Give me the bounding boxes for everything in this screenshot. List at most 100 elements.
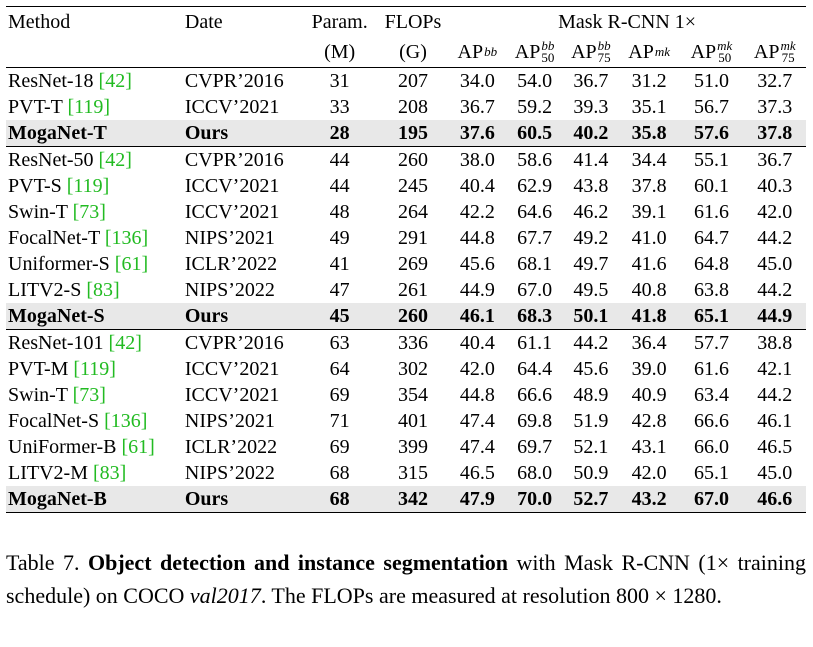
value-cell: 45.6: [573, 358, 609, 380]
value-cell: 56.7: [693, 96, 729, 118]
header-cell: (G): [377, 37, 449, 68]
metric-sub: 75: [597, 50, 611, 65]
date-cell: Ours: [182, 486, 302, 513]
method-name: Swin-T: [8, 384, 68, 406]
value-cell: 336: [377, 329, 449, 356]
value-cell: 49: [329, 227, 350, 249]
value-cell: 41.8: [618, 303, 680, 330]
value-cell: 42.1: [757, 358, 793, 380]
value-cell: 44.9: [459, 279, 495, 301]
metric-scripts: mk 75: [780, 38, 796, 64]
header-cell: [6, 37, 183, 68]
value-cell: 302: [398, 358, 428, 380]
method-cell: PVT-S [119]: [6, 173, 183, 199]
citation[interactable]: [42]: [98, 149, 132, 171]
citation[interactable]: [136]: [104, 410, 148, 432]
value-cell: 67.7: [517, 227, 553, 249]
method-cell: Swin-T [73]: [6, 199, 183, 225]
date-cell: CVPR’2016: [182, 67, 302, 94]
citation[interactable]: [119]: [73, 358, 116, 380]
value-cell: 69.8: [517, 410, 553, 432]
metric-sup: mk: [717, 38, 733, 53]
value-cell: 71: [329, 410, 350, 432]
table-row: Uniformer-S [61] ICLR’2022 41 269 45.6 68.1 49…: [6, 251, 806, 277]
value-cell: 49.7: [573, 253, 609, 275]
value-cell: 41.6: [631, 253, 667, 275]
value-cell: 61.1: [506, 329, 563, 356]
value-cell: 63: [301, 329, 378, 356]
value-cell: 37.8: [631, 175, 667, 197]
value-cell: 39.1: [631, 201, 667, 223]
value-cell: 60.1: [693, 175, 729, 197]
citation[interactable]: [73]: [72, 201, 106, 223]
value-cell: 42.8: [631, 410, 667, 432]
citation[interactable]: [61]: [121, 436, 155, 458]
date-cell: ICCV’2021: [184, 175, 280, 197]
citation[interactable]: [42]: [98, 70, 132, 92]
value-cell: 44: [301, 146, 378, 173]
value-cell: 46.5: [459, 462, 495, 484]
metric-base: AP: [571, 41, 597, 63]
metric-header: AP bb 50: [506, 37, 563, 68]
value-cell: 36.4: [618, 329, 680, 356]
date-cell: ICCV’2021: [184, 96, 280, 118]
citation[interactable]: [119]: [67, 96, 111, 118]
value-cell: 58.6: [506, 146, 563, 173]
citation[interactable]: [136]: [104, 227, 149, 249]
value-cell: 38.0: [448, 146, 507, 173]
value-cell: 64.7: [693, 227, 729, 249]
citation[interactable]: [83]: [92, 462, 127, 484]
value-cell: 68: [301, 486, 378, 513]
value-cell: 54.0: [506, 67, 563, 94]
value-cell: 342: [377, 486, 449, 513]
metric-header: AP bb 75: [562, 37, 619, 68]
value-cell: 37.3: [757, 96, 793, 118]
value-cell: 37.8: [743, 120, 806, 147]
value-cell: 70.0: [506, 486, 563, 513]
method-cell: PVT-M [119]: [6, 356, 183, 382]
citation[interactable]: [119]: [66, 175, 110, 197]
method-name: ResNet-101: [8, 332, 104, 354]
metric-sup: mk: [780, 38, 796, 53]
date-cell: NIPS’2022: [184, 462, 275, 484]
value-cell: 65.1: [693, 462, 729, 484]
citation[interactable]: [61]: [114, 253, 149, 275]
value-cell: 66.6: [693, 410, 729, 432]
value-cell: 52.7: [562, 486, 619, 513]
method-cell: ResNet-18 [42]: [6, 67, 183, 94]
citation[interactable]: [83]: [86, 279, 120, 301]
value-cell: 260: [377, 146, 449, 173]
method-name: FocalNet-S: [8, 410, 100, 432]
value-cell: 399: [398, 436, 428, 458]
table-row: LITV2-M [83] NIPS’2022 68 315 46.5 68.0 50.9 42…: [6, 460, 806, 486]
row-group: ResNet-101 [42] CVPR’2016 63 336 40.4 61.1 44.…: [6, 329, 806, 513]
method-cell: LITV2-S [83]: [6, 277, 183, 303]
value-cell: 50.9: [573, 462, 609, 484]
value-cell: 51.9: [573, 410, 609, 432]
value-cell: 69.7: [517, 436, 553, 458]
metric-sup: bb: [541, 38, 555, 53]
method-cell: Swin-T [73]: [6, 382, 183, 408]
method-name: PVT-T: [8, 96, 63, 118]
caption-part: Table 7.: [6, 550, 88, 575]
value-cell: 69: [329, 436, 350, 458]
value-cell: 269: [398, 253, 428, 275]
header-cell: Date: [182, 6, 302, 37]
citation[interactable]: [42]: [108, 332, 142, 354]
metric-base: AP: [628, 41, 654, 63]
metric-sub: 50: [718, 50, 732, 65]
value-cell: 49.5: [573, 279, 609, 301]
metric-sup: bb: [484, 44, 498, 59]
metric-header: AP mk 75: [743, 37, 806, 68]
table-row: Swin-T [73] ICCV’2021 48 264 42.2 64.6 46.2 39.…: [6, 199, 806, 225]
header-cell: FLOPs: [377, 6, 449, 37]
citation[interactable]: [73]: [72, 384, 106, 406]
value-cell: 44.8: [459, 227, 495, 249]
value-cell: 41: [329, 253, 350, 275]
header-cell: [182, 37, 302, 68]
header-row: (M) (G) AP bb AP bb 50 AP bb 75 AP mk AP mk 50 AP mk 75: [6, 37, 806, 68]
value-cell: 48.9: [573, 384, 609, 406]
method-name: MogaNet-B: [8, 488, 107, 510]
value-cell: 61.6: [693, 201, 729, 223]
value-cell: 46.2: [573, 201, 609, 223]
